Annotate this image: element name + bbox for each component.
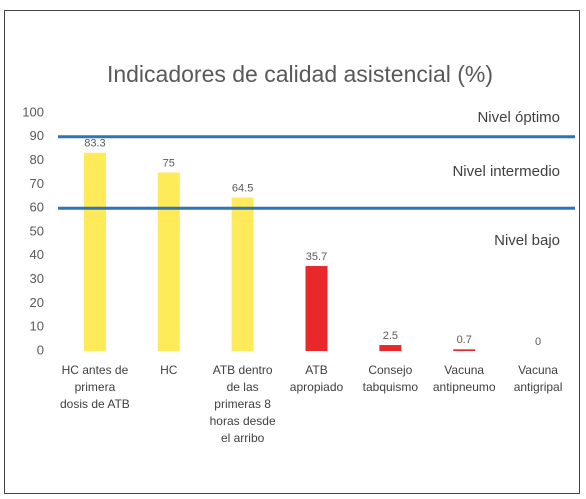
y-tick-label: 20: [30, 295, 44, 310]
data-label: 75: [163, 157, 175, 169]
bar: [157, 172, 180, 351]
data-label: 0.7: [457, 334, 472, 346]
x-tick-label: Consejo tabquismo: [362, 363, 419, 394]
y-tick-label: 0: [37, 342, 44, 357]
annotation: Nivel óptimo: [477, 109, 560, 126]
data-label: 83.3: [84, 138, 105, 150]
y-tick-label: 30: [30, 271, 44, 286]
chart-title: Indicadores de calidad asistencial (%): [107, 61, 493, 87]
y-tick-label: 70: [30, 176, 44, 191]
chart-frame: [4, 10, 580, 494]
y-tick-label: 10: [30, 319, 44, 334]
data-label: 35.7: [306, 251, 327, 263]
y-tick-label: 80: [30, 152, 44, 167]
y-tick-label: 100: [22, 104, 44, 119]
x-tick-label: ATB apropiado: [289, 363, 344, 394]
x-tick-label: Vacuna antipneumo: [432, 363, 496, 394]
x-tick-label: ATB dentro de las primeras 8 horas desde…: [209, 363, 276, 445]
data-label: 0: [535, 336, 541, 348]
bar: [453, 349, 476, 351]
bar: [83, 152, 106, 351]
y-tick-label: 40: [30, 247, 44, 262]
data-label: 2.5: [383, 330, 398, 342]
x-tick-label: HC antes de primera dosis de ATB: [60, 363, 130, 411]
annotation: Nivel intermedio: [452, 163, 560, 180]
bar: [231, 197, 254, 351]
y-tick-label: 50: [30, 223, 44, 238]
y-tick-label: 90: [30, 128, 44, 143]
x-tick-label: HC: [160, 363, 178, 377]
bar: [305, 266, 328, 351]
data-label: 64.5: [232, 182, 253, 194]
x-tick-label: Vacuna antigripal: [513, 363, 563, 394]
bar: [379, 345, 402, 351]
y-tick-label: 60: [30, 200, 44, 215]
annotation: Nivel bajo: [494, 232, 560, 249]
